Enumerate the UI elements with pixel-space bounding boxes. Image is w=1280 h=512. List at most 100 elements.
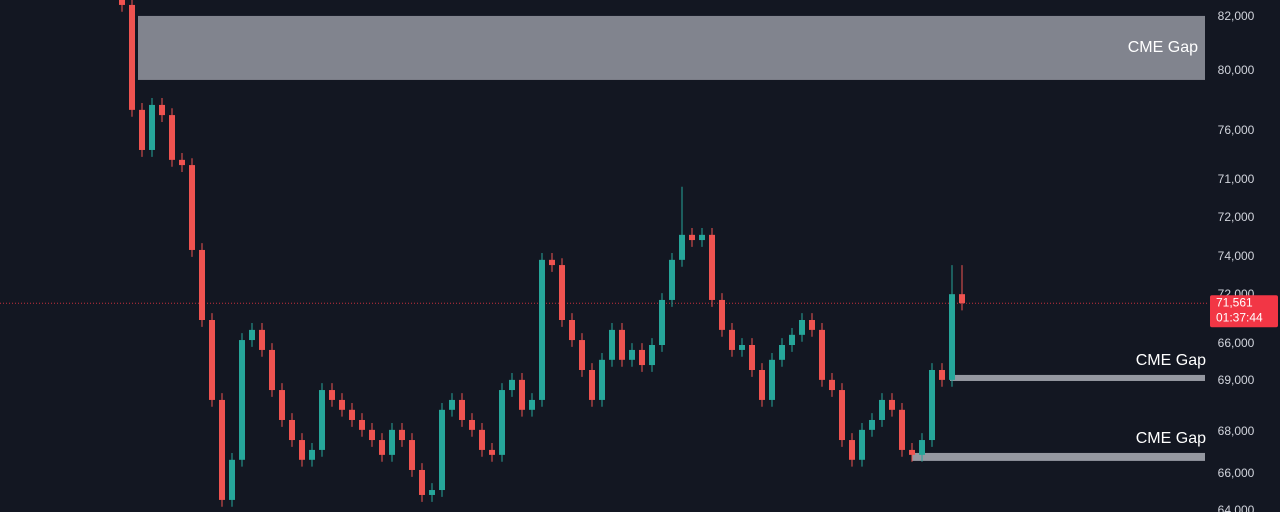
price-axis-label: 68,000 (1218, 424, 1255, 438)
price-axis-label: 71,000 (1218, 172, 1255, 186)
candle-body (409, 440, 415, 470)
candle-body (789, 334, 795, 345)
price-axis-label: 76,000 (1218, 123, 1255, 137)
candle-body (829, 379, 835, 391)
candle-body (679, 234, 685, 260)
candle-body (559, 265, 565, 320)
candle-body (939, 369, 945, 380)
candle-body (879, 399, 885, 420)
candle-body (649, 344, 655, 366)
candle-body (689, 234, 695, 241)
candle-body (269, 349, 275, 391)
candle-body (769, 359, 775, 400)
candle-body (839, 390, 845, 441)
candle-body (639, 349, 645, 366)
candle-body (279, 390, 285, 420)
candle-body (609, 329, 615, 360)
candle-body (149, 104, 155, 150)
candle-body (479, 429, 485, 450)
candle-body (579, 340, 585, 370)
candle-body (779, 344, 785, 360)
candle-body (329, 390, 335, 400)
candle-body (319, 390, 325, 450)
candle-body (179, 159, 185, 166)
price-axis-label: 66,000 (1218, 466, 1255, 480)
candle-body (739, 344, 745, 350)
candle-body (599, 359, 605, 400)
candle-body (209, 320, 215, 400)
candle-body (499, 390, 505, 455)
candle-body (299, 440, 305, 460)
candle-body (539, 259, 545, 400)
cme-gap-label: CME Gap (1136, 352, 1206, 369)
candle-body (289, 419, 295, 441)
candle-body (699, 234, 705, 241)
candle-body (519, 379, 525, 410)
candle-body (429, 490, 435, 495)
candle-body (849, 440, 855, 460)
candle-body (139, 109, 145, 150)
candle-body (159, 104, 165, 116)
candle-body (199, 249, 205, 320)
candle-body (719, 299, 725, 330)
candle-body (239, 340, 245, 460)
candle-body (959, 294, 965, 304)
candle-body (899, 409, 905, 450)
price-axis-label: 80,000 (1218, 63, 1255, 77)
cme-gap-zone (950, 374, 1205, 381)
candle-body (799, 320, 805, 335)
countdown-label: 01:37:44 (1216, 310, 1263, 324)
candle-body (119, 0, 125, 5)
candle-body (909, 449, 915, 455)
cme-gap-label: CME Gap (1136, 430, 1206, 447)
candle-body (399, 429, 405, 441)
candle-body (489, 449, 495, 455)
candle-body (529, 399, 535, 410)
candle-body (629, 349, 635, 360)
candle-body (339, 399, 345, 410)
candle-body (449, 399, 455, 410)
candle-body (549, 259, 555, 266)
candle-body (469, 419, 475, 430)
cme-gap-zone (138, 15, 1205, 80)
cme-gap-zone (912, 452, 1205, 461)
candle-body (619, 329, 625, 360)
candle-body (379, 440, 385, 455)
candle-body (669, 259, 675, 300)
price-axis-label: 74,000 (1218, 249, 1255, 263)
candle-body (419, 469, 425, 495)
candle-body (309, 449, 315, 460)
candle-body (439, 409, 445, 491)
candle-body (459, 399, 465, 420)
candle-body (129, 4, 135, 110)
candle-body (949, 294, 955, 380)
candle-body (389, 429, 395, 455)
candle-body (659, 299, 665, 345)
candle-body (919, 440, 925, 455)
candle-body (349, 409, 355, 420)
candle-body (729, 329, 735, 350)
price-axis-label: 66,000 (1218, 336, 1255, 350)
candle-body (749, 344, 755, 370)
candle-body (359, 419, 365, 430)
candle-body (869, 419, 875, 430)
candle-body (249, 329, 255, 341)
candle-body (259, 329, 265, 350)
last-price-box (1210, 295, 1278, 328)
candle-body (189, 165, 195, 250)
candle-body (229, 459, 235, 500)
candle-body (709, 234, 715, 300)
last-price-label: 71,561 (1216, 295, 1253, 309)
candle-body (889, 399, 895, 410)
candle-body (169, 115, 175, 160)
price-axis-label: 64,000 (1218, 503, 1255, 512)
price-axis-label: 69,000 (1218, 373, 1255, 387)
candle-body (809, 320, 815, 330)
price-axis-label: 82,000 (1218, 9, 1255, 23)
candle-body (509, 379, 515, 391)
candle-body (219, 399, 225, 500)
cme-gap-label: CME Gap (1128, 39, 1198, 56)
candle-body (859, 429, 865, 460)
candle-body (929, 369, 935, 441)
